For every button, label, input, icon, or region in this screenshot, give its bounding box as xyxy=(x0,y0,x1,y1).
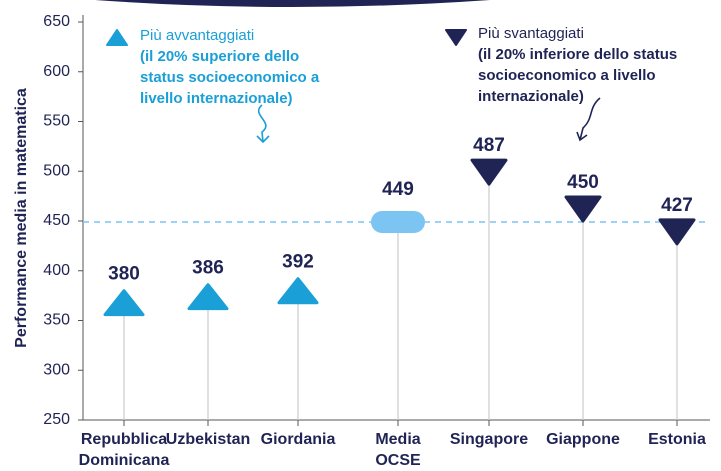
y-tick-label: 250 xyxy=(43,411,70,428)
y-tick-label: 300 xyxy=(43,361,70,378)
annotation-title: Più svantaggiati xyxy=(478,25,584,42)
annotation-line: internazionale) xyxy=(478,88,584,105)
x-tick-label: Uzbekistan xyxy=(166,431,250,448)
x-tick-label: OCSE xyxy=(375,452,421,469)
y-tick-label: 350 xyxy=(43,312,70,329)
value-label: 427 xyxy=(661,195,693,216)
y-tick-label: 500 xyxy=(43,162,70,179)
y-tick-label: 600 xyxy=(43,63,70,80)
x-tick-label: Giappone xyxy=(546,431,620,448)
annotation-arrow xyxy=(256,104,270,144)
legend-marker xyxy=(106,29,128,46)
x-tick-label: Media xyxy=(375,431,420,448)
value-label: 386 xyxy=(192,258,224,279)
value-label: 487 xyxy=(473,135,505,156)
marker-down xyxy=(470,158,508,186)
annotation-title: Più avvantaggiati xyxy=(140,27,254,44)
annotation-line: (il 20% superiore dello xyxy=(140,48,299,65)
value-label: 450 xyxy=(567,172,599,193)
y-tick-label: 450 xyxy=(43,212,70,229)
annotation-arrow xyxy=(576,97,601,142)
x-tick-label: Singapore xyxy=(450,431,528,448)
value-label: 392 xyxy=(282,252,314,273)
annotation-line: status socioeconomico a xyxy=(140,69,320,86)
y-tick-label: 550 xyxy=(43,113,70,130)
marker-up xyxy=(277,277,319,305)
value-label: 449 xyxy=(382,179,414,200)
y-tick-label: 650 xyxy=(43,13,70,30)
annotation-line: socioeconomico a livello xyxy=(478,67,656,84)
x-tick-label: Repubblica xyxy=(81,431,167,448)
marker-up xyxy=(187,283,229,311)
marker-down xyxy=(564,195,602,223)
x-tick-label: Giordania xyxy=(261,431,336,448)
legend-marker xyxy=(445,29,467,46)
y-axis-label: Performance media in matematica xyxy=(13,88,30,348)
value-label: 380 xyxy=(108,264,140,285)
x-tick-label: Dominicana xyxy=(79,452,170,469)
annotation-line: (il 20% inferiore dello status xyxy=(478,46,677,63)
x-tick-label: Estonia xyxy=(648,431,706,448)
marker-pill xyxy=(371,210,425,233)
marker-down xyxy=(658,218,696,246)
y-tick-label: 400 xyxy=(43,262,70,279)
header-decoration xyxy=(95,0,490,7)
annotation-line: livello internazionale) xyxy=(140,90,293,107)
marker-up xyxy=(103,289,145,317)
